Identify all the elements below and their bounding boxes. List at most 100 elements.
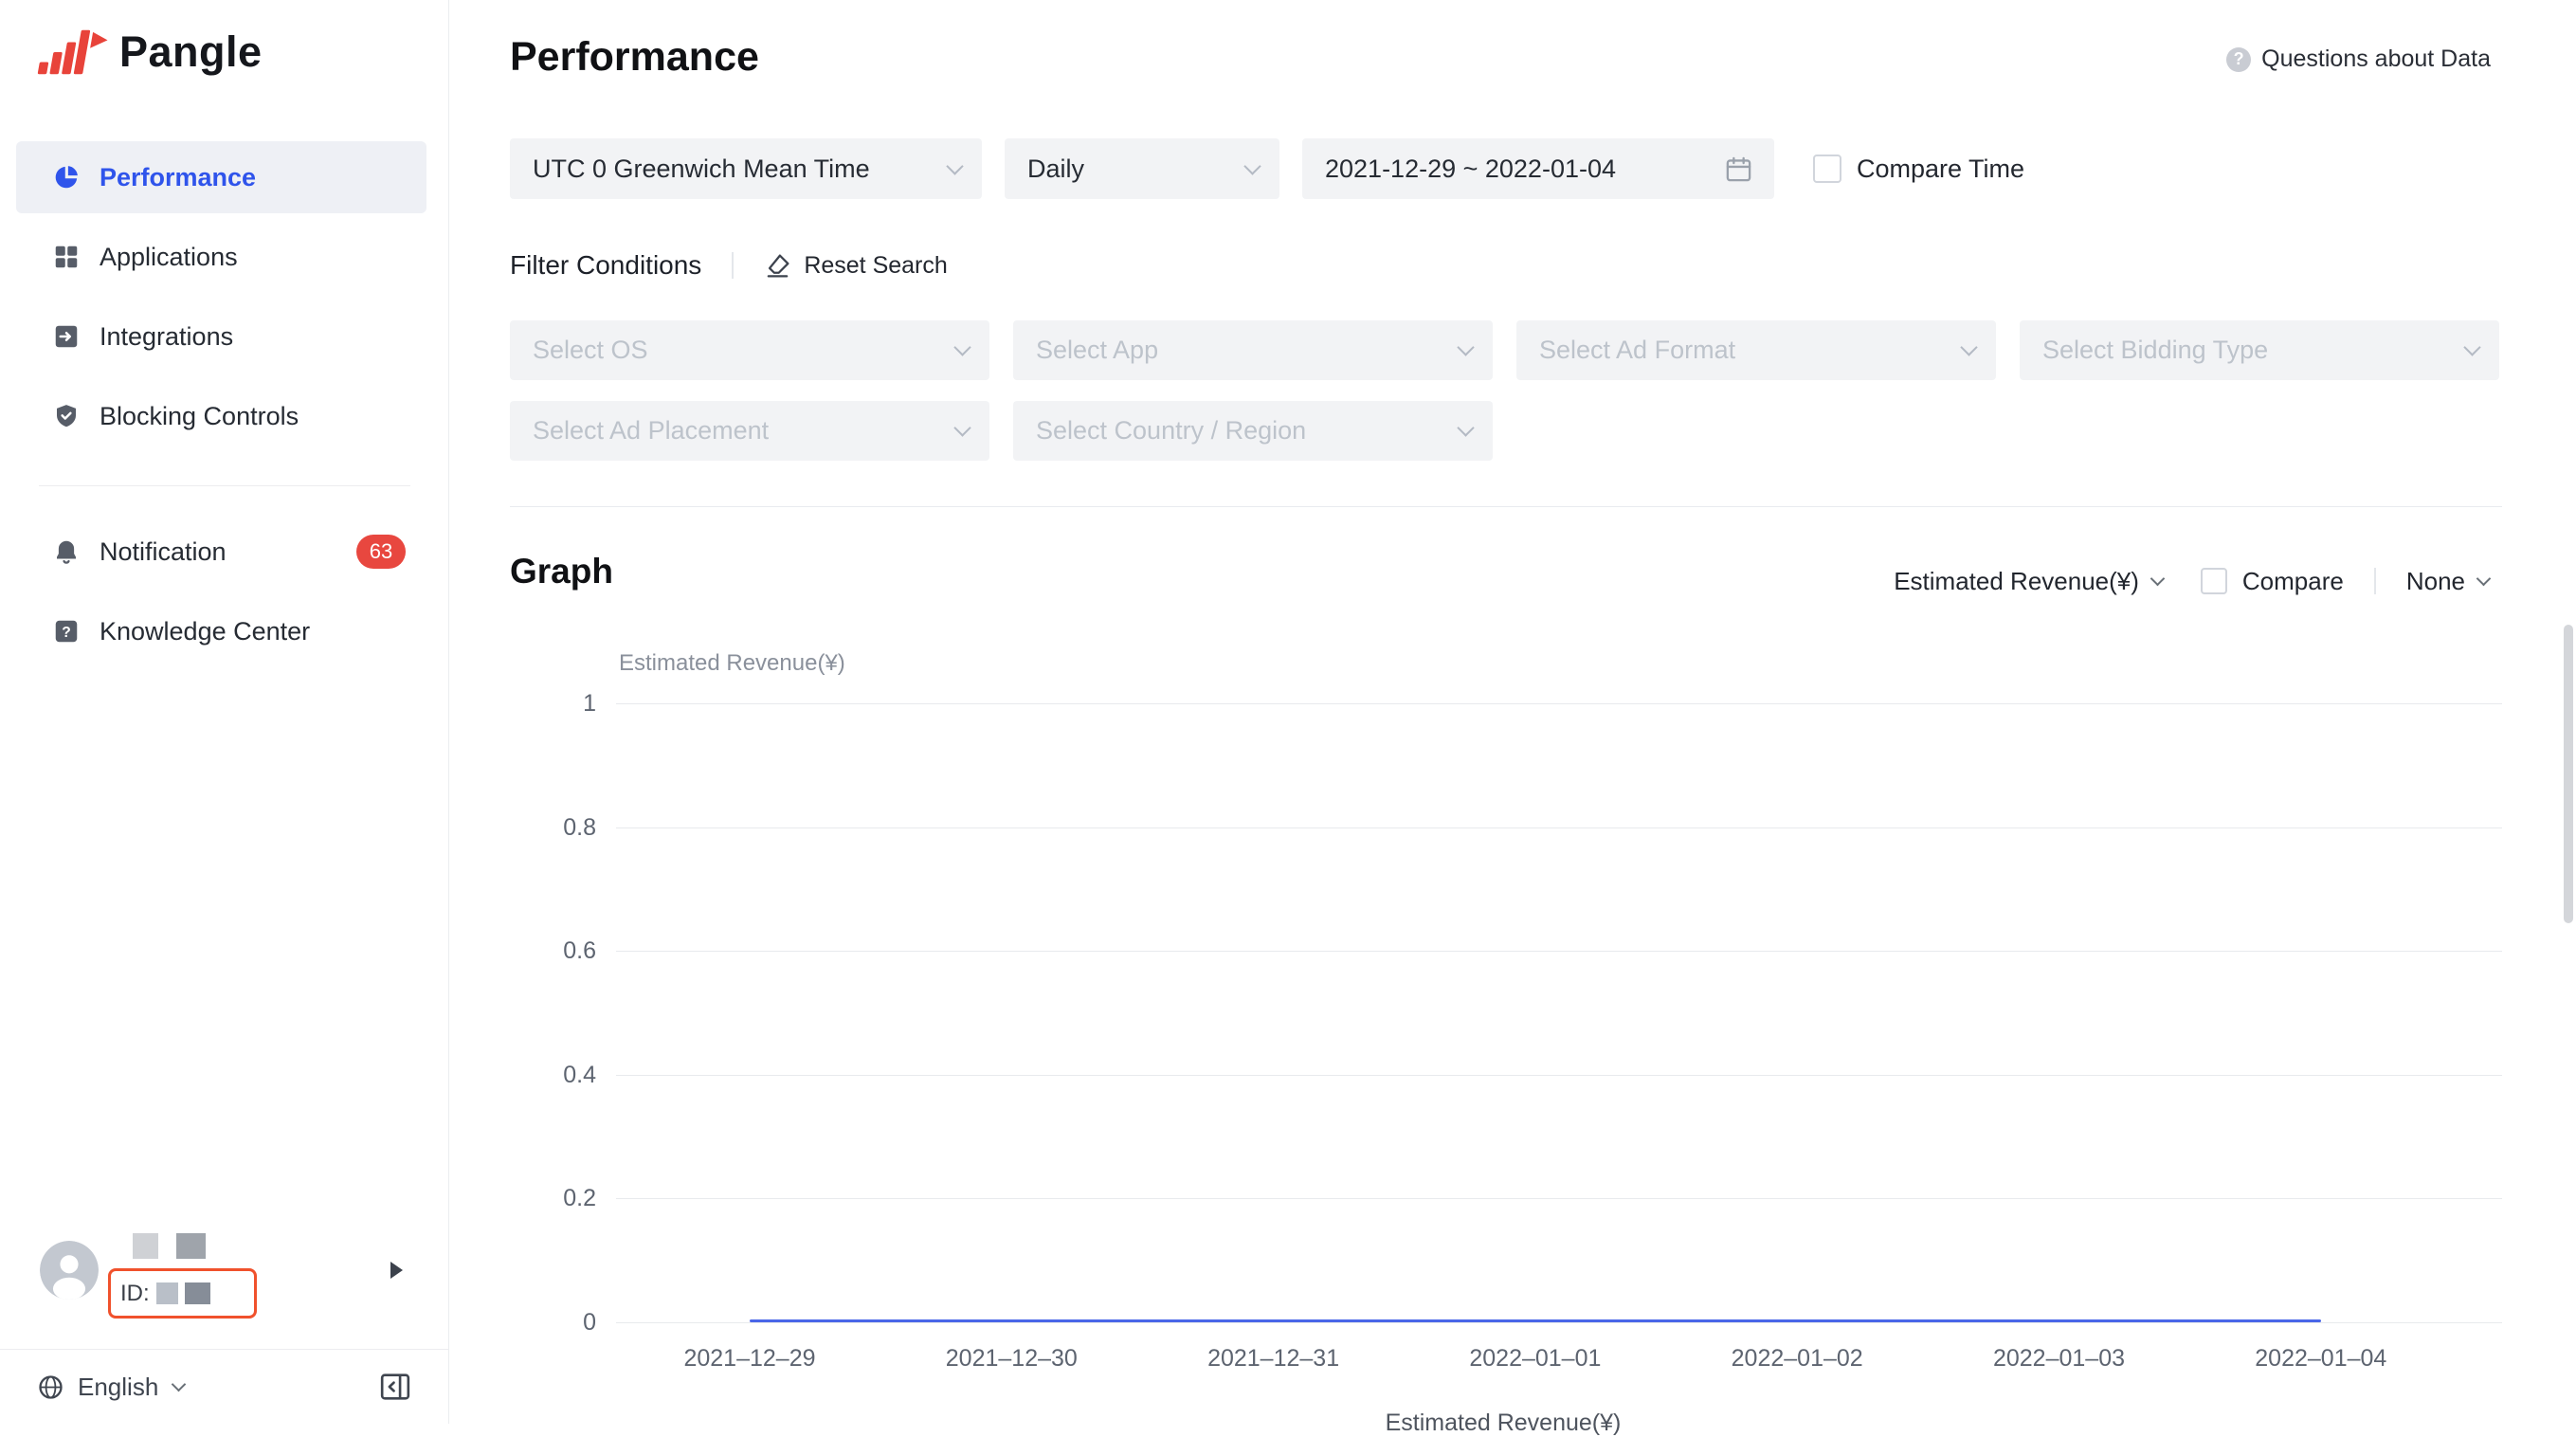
pangle-logo[interactable]: Pangle — [36, 25, 263, 80]
checkbox-unchecked-icon — [2200, 568, 2227, 594]
y-axis-title: Estimated Revenue(¥) — [619, 650, 845, 676]
sidebar-item-blocking-controls[interactable]: Blocking Controls — [16, 380, 426, 452]
chevron-down-icon — [946, 156, 964, 175]
filter-conditions-label: Filter Conditions — [510, 250, 702, 280]
main-content: Performance ? Questions about Data UTC 0… — [449, 0, 2576, 1436]
gridline — [616, 1198, 2502, 1200]
sidebar-item-label: Applications — [100, 242, 238, 271]
timezone-value: UTC 0 Greenwich Mean Time — [533, 154, 870, 183]
select-country-dropdown[interactable]: Select Country / Region — [1013, 401, 1493, 461]
apps-grid-icon — [52, 243, 81, 271]
y-tick-label: 1 — [583, 690, 596, 717]
pangle-logo-text: Pangle — [119, 27, 263, 76]
question-square-icon: ? — [52, 617, 81, 646]
sidebar-divider — [39, 485, 410, 486]
reset-eraser-icon — [767, 253, 789, 278]
x-tick-label: 2022–01–01 — [1469, 1345, 1602, 1372]
sidebar: Pangle Performance Applications Integrat… — [0, 0, 449, 1424]
granularity-select[interactable]: Daily — [1005, 138, 1279, 199]
select-app-dropdown[interactable]: Select App — [1013, 320, 1493, 380]
x-tick-label: 2022–01–03 — [1992, 1345, 2126, 1372]
question-circle-icon: ? — [2226, 46, 2252, 72]
sidebar-item-integrations[interactable]: Integrations — [16, 300, 426, 373]
filter-toolbar: UTC 0 Greenwich Mean Time Daily 2021-12-… — [510, 138, 2024, 199]
select-os-dropdown[interactable]: Select OS — [510, 320, 989, 380]
date-range-picker[interactable]: 2021-12-29 ~ 2022-01-04 — [1302, 138, 1774, 199]
sidebar-item-label: Blocking Controls — [100, 401, 299, 430]
y-tick-label: 0 — [583, 1309, 596, 1336]
select-country-placeholder: Select Country / Region — [1036, 416, 1307, 445]
compare-checkbox[interactable]: Compare — [2200, 566, 2344, 596]
date-range-value: 2021-12-29 ~ 2022-01-04 — [1325, 154, 1616, 183]
sidebar-item-performance[interactable]: Performance — [16, 141, 426, 213]
chevron-down-icon — [1457, 419, 1475, 437]
chevron-down-icon — [1457, 338, 1475, 356]
sidebar-item-label: Performance — [100, 162, 257, 191]
revenue-series-line — [750, 1319, 2321, 1322]
select-ad-placement-dropdown[interactable]: Select Ad Placement — [510, 401, 989, 461]
compare-time-checkbox[interactable]: Compare Time — [1813, 155, 2024, 184]
chevron-down-icon — [953, 338, 971, 356]
granularity-value: Daily — [1027, 154, 1085, 183]
sidebar-item-label: Notification — [100, 537, 227, 566]
vertical-divider — [732, 252, 735, 279]
y-tick-label: 0.2 — [563, 1185, 596, 1212]
y-tick-label: 0.8 — [563, 813, 596, 841]
chevron-down-icon — [953, 419, 971, 437]
section-divider — [510, 506, 2502, 507]
select-os-placeholder: Select OS — [533, 336, 648, 364]
page-title: Performance — [510, 34, 759, 80]
x-tick-label: 2022–01–04 — [2255, 1345, 2387, 1372]
x-tick-label: 2021–12–30 — [945, 1345, 1078, 1372]
chevron-down-icon — [172, 1376, 187, 1392]
gridline — [616, 1074, 2502, 1076]
sidebar-item-label: Knowledge Center — [100, 616, 311, 646]
redacted-user-id — [155, 1282, 178, 1304]
notification-count-badge: 63 — [356, 535, 406, 569]
user-id-label: ID: — [120, 1280, 150, 1306]
sidebar-item-applications[interactable]: Applications — [16, 221, 426, 293]
select-ad-format-placeholder: Select Ad Format — [1539, 336, 1736, 364]
user-avatar[interactable] — [40, 1241, 99, 1300]
chevron-down-icon — [1243, 156, 1261, 175]
revenue-chart[interactable]: Estimated Revenue(¥) Estimated Revenue(¥… — [449, 0, 2576, 1436]
gridline — [616, 1322, 2502, 1323]
chevron-right-icon[interactable] — [390, 1262, 403, 1279]
chevron-down-icon — [2150, 571, 2166, 586]
x-tick-label: 2021–12–31 — [1207, 1345, 1340, 1372]
filter-select-row-2: Select Ad Placement Select Country / Reg… — [510, 401, 1493, 461]
language-select[interactable]: English — [78, 1372, 159, 1401]
chevron-down-icon — [1960, 338, 1978, 356]
select-bidding-type-dropdown[interactable]: Select Bidding Type — [2020, 320, 2499, 380]
language-bar: English — [0, 1349, 448, 1424]
reset-search-button[interactable]: Reset Search — [764, 252, 948, 280]
chevron-down-icon — [2463, 338, 2481, 356]
bell-icon — [52, 537, 81, 566]
svg-text:?: ? — [62, 625, 71, 641]
pie-chart-icon — [52, 163, 81, 191]
select-ad-format-dropdown[interactable]: Select Ad Format — [1516, 320, 1996, 380]
chevron-down-icon — [2476, 571, 2492, 586]
timezone-select[interactable]: UTC 0 Greenwich Mean Time — [510, 138, 982, 199]
x-tick-label: 2022–01–02 — [1731, 1345, 1863, 1372]
compare-label: Compare — [2241, 566, 2344, 595]
breakdown-value: None — [2405, 566, 2465, 595]
metric-select[interactable]: Estimated Revenue(¥) — [1894, 566, 2166, 596]
select-app-placeholder: Select App — [1036, 336, 1159, 364]
pangle-logo-icon — [37, 29, 108, 75]
metric-value: Estimated Revenue(¥) — [1894, 566, 2139, 595]
globe-icon — [39, 1374, 63, 1399]
redacted-account-name — [176, 1233, 206, 1259]
graph-section-title: Graph — [510, 552, 613, 591]
scrollbar[interactable] — [2564, 625, 2573, 923]
collapse-sidebar-button[interactable] — [378, 1372, 412, 1402]
y-tick-label: 0.6 — [563, 937, 596, 965]
sidebar-item-notification[interactable]: Notification 63 — [16, 516, 426, 588]
vertical-divider — [2373, 568, 2376, 594]
integration-arrow-icon — [52, 322, 81, 351]
sidebar-item-knowledge-center[interactable]: ? Knowledge Center — [16, 595, 426, 667]
checkbox-unchecked-icon — [1813, 155, 1841, 183]
questions-about-data-link[interactable]: ? Questions about Data — [2226, 45, 2491, 73]
filter-select-row-1: Select OS Select App Select Ad Format Se… — [510, 320, 2499, 380]
breakdown-select[interactable]: None — [2405, 566, 2492, 596]
